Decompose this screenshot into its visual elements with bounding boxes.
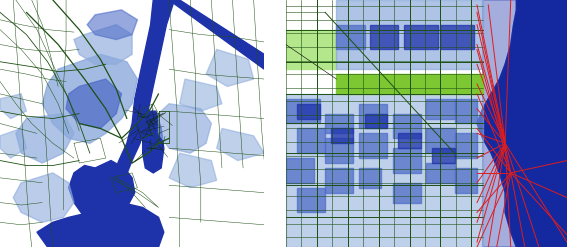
Bar	[426, 99, 455, 119]
Polygon shape	[217, 128, 264, 161]
Polygon shape	[87, 10, 137, 40]
Polygon shape	[95, 0, 175, 247]
Bar	[398, 133, 421, 148]
Bar	[392, 183, 421, 203]
Bar	[404, 25, 438, 49]
Bar	[359, 104, 387, 128]
Polygon shape	[13, 173, 74, 222]
Bar	[359, 168, 382, 188]
Polygon shape	[43, 54, 137, 143]
Bar	[392, 114, 421, 138]
Polygon shape	[477, 0, 517, 247]
Bar	[392, 148, 421, 173]
Bar	[426, 163, 455, 183]
Bar	[336, 25, 365, 49]
Polygon shape	[206, 49, 253, 86]
Bar	[455, 133, 477, 158]
Polygon shape	[286, 30, 336, 69]
Bar	[365, 114, 387, 128]
Bar	[325, 114, 353, 133]
Bar	[286, 158, 314, 183]
Polygon shape	[336, 0, 483, 69]
Polygon shape	[286, 94, 483, 247]
Bar	[359, 133, 387, 158]
Bar	[432, 148, 455, 163]
Bar	[455, 99, 477, 124]
Bar	[325, 138, 353, 163]
Polygon shape	[159, 104, 211, 153]
Polygon shape	[169, 153, 217, 188]
Bar	[455, 168, 477, 193]
Bar	[336, 74, 483, 94]
Polygon shape	[0, 128, 27, 158]
Polygon shape	[16, 114, 74, 163]
Bar	[331, 128, 353, 143]
Polygon shape	[143, 111, 164, 173]
Bar	[426, 128, 455, 153]
Bar	[297, 128, 325, 153]
Polygon shape	[69, 161, 135, 222]
Bar	[441, 25, 474, 49]
Bar	[297, 104, 320, 119]
Bar	[325, 168, 353, 193]
Polygon shape	[477, 0, 567, 247]
Polygon shape	[74, 25, 132, 64]
Polygon shape	[0, 94, 27, 119]
Bar	[286, 99, 320, 124]
Polygon shape	[66, 79, 121, 128]
Bar	[297, 188, 325, 212]
Bar	[370, 25, 398, 49]
Polygon shape	[37, 203, 164, 247]
Polygon shape	[180, 79, 222, 111]
Polygon shape	[169, 0, 264, 69]
